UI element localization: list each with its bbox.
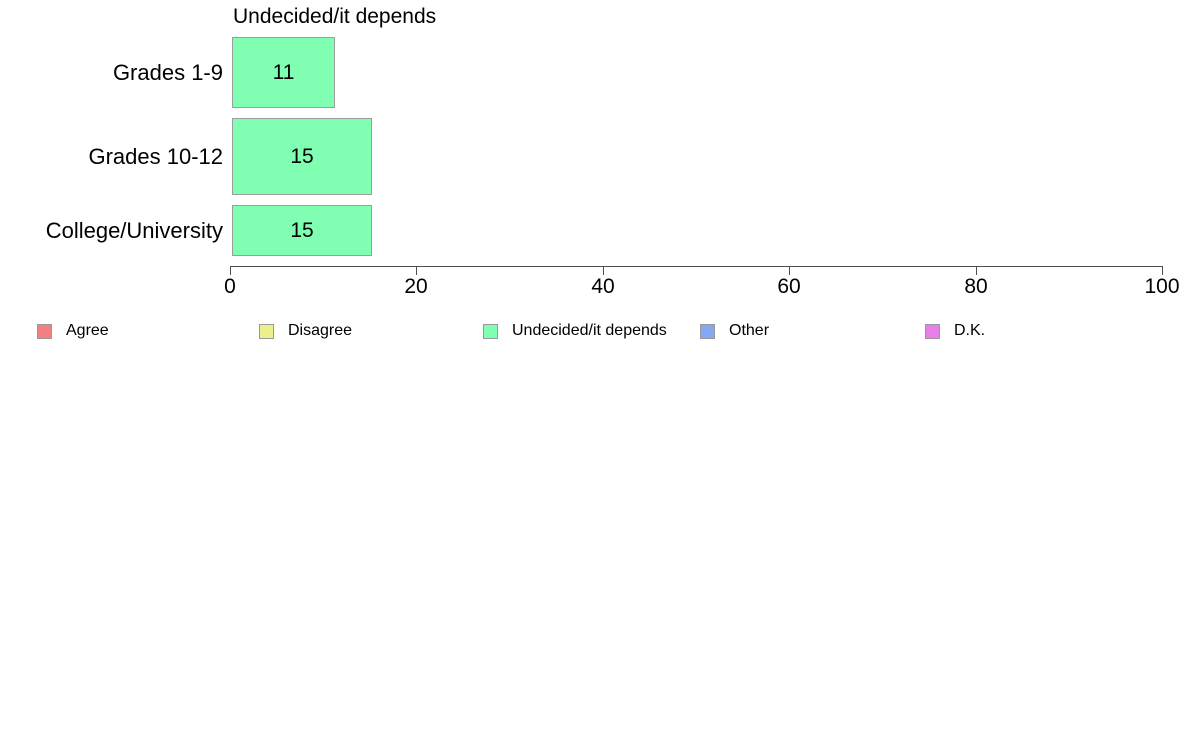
x-axis-tick-label: 80: [964, 275, 988, 298]
x-axis-tick-label: 0: [224, 275, 236, 298]
legend-swatch: [925, 323, 940, 339]
bar: 15: [232, 205, 372, 256]
chart-title: Undecided/it depends: [233, 5, 437, 28]
x-axis-tick-label: 60: [777, 275, 801, 298]
category-label: College/University: [45, 217, 223, 243]
x-axis-tick-label: 100: [1144, 275, 1180, 298]
category-label: Grades 10-12: [88, 143, 223, 169]
category-label: Grades 1-9: [112, 59, 223, 85]
bar-value-label: 11: [272, 60, 295, 84]
x-axis-tick-label: 40: [591, 275, 615, 298]
legend-item: Disagree: [259, 322, 352, 340]
bar-value-label: 15: [290, 218, 314, 242]
legend-label: Other: [729, 322, 770, 339]
legend-label: Undecided/it depends: [512, 322, 667, 339]
legend-swatch: [259, 323, 274, 339]
x-axis-tick-label: 20: [404, 275, 428, 298]
legend-swatch: [483, 323, 498, 339]
x-axis-tick: [976, 267, 977, 275]
x-axis-tick: [789, 267, 790, 275]
legend-item: Undecided/it depends: [483, 322, 667, 340]
x-axis-tick: [1162, 267, 1163, 275]
legend-item: Other: [700, 322, 769, 340]
legend-swatch: [37, 323, 52, 339]
bar-value-label: 15: [290, 144, 314, 168]
legend-swatch: [700, 323, 715, 339]
x-axis-tick: [230, 267, 231, 275]
legend-item: D.K.: [925, 322, 985, 340]
bar: 15: [232, 118, 372, 195]
legend-label: Disagree: [288, 322, 353, 339]
legend-item: Agree: [37, 322, 109, 340]
x-axis-line: [230, 266, 1163, 267]
legend-label: D.K.: [954, 322, 986, 339]
bar: 11: [232, 37, 335, 108]
x-axis-tick: [416, 267, 417, 275]
x-axis-tick: [603, 267, 604, 275]
legend-label: Agree: [66, 322, 109, 339]
